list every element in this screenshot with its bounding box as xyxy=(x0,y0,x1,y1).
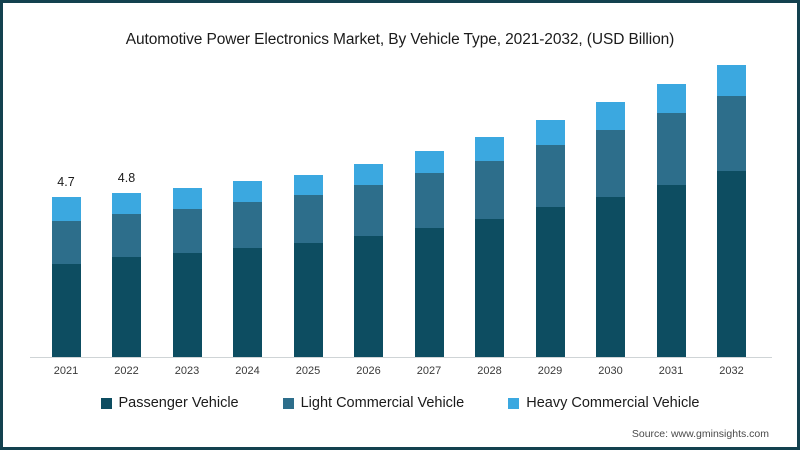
bar-2025 xyxy=(293,174,323,358)
legend-item-light-commercial-vehicle: Light Commercial Vehicle xyxy=(282,395,465,411)
legend-label-heavy-commercial-vehicle: Heavy Commercial Vehicle xyxy=(526,395,700,411)
legend-swatch-heavy-commercial-vehicle xyxy=(508,397,520,409)
bar-2021 xyxy=(51,196,81,358)
bar-2030 xyxy=(596,102,625,358)
bar-segment-2022-light-commercial-vehicle xyxy=(112,213,141,257)
bar-segment-2026-light-commercial-vehicle xyxy=(354,184,383,237)
x-axis-line xyxy=(30,357,772,358)
x-axis-label-2030: 2030 xyxy=(598,365,623,377)
legend-item-heavy-commercial-vehicle: Heavy Commercial Vehicle xyxy=(508,395,699,411)
bar-segment-2022-heavy-commercial-vehicle xyxy=(112,193,141,214)
x-axis-label-2026: 2026 xyxy=(356,365,381,377)
bar-2028 xyxy=(475,136,504,358)
bar-2023 xyxy=(172,188,202,358)
bar-segment-2021-heavy-commercial-vehicle xyxy=(51,196,81,221)
bar-2024 xyxy=(233,181,262,358)
legend-item-passenger-vehicle: Passenger Vehicle xyxy=(100,395,239,411)
bar-segment-2032-heavy-commercial-vehicle xyxy=(717,64,746,96)
x-axis-label-2024: 2024 xyxy=(235,365,260,377)
data-label-2022: 4.8 xyxy=(117,171,136,186)
source-attribution: Source: www.gminsights.com xyxy=(631,428,769,440)
legend-label-light-commercial-vehicle: Light Commercial Vehicle xyxy=(300,395,465,411)
bar-segment-2025-passenger-vehicle xyxy=(293,243,323,358)
bar-segment-2029-passenger-vehicle xyxy=(535,207,565,358)
bar-segment-2030-passenger-vehicle xyxy=(596,196,625,358)
x-axis-label-2029: 2029 xyxy=(537,365,563,377)
x-axis-label-2032: 2032 xyxy=(719,365,744,377)
bar-segment-2031-heavy-commercial-vehicle xyxy=(656,83,686,113)
legend-swatch-light-commercial-vehicle xyxy=(282,397,294,409)
bar-segment-2031-light-commercial-vehicle xyxy=(656,112,686,185)
bar-segment-2025-heavy-commercial-vehicle xyxy=(293,174,323,196)
bar-segment-2030-heavy-commercial-vehicle xyxy=(596,102,625,130)
x-axis-label-2023: 2023 xyxy=(174,365,200,377)
bar-segment-2023-heavy-commercial-vehicle xyxy=(172,188,202,209)
bar-segment-2024-passenger-vehicle xyxy=(233,248,262,358)
bar-segment-2024-light-commercial-vehicle xyxy=(233,201,262,249)
x-axis-label-2025: 2025 xyxy=(295,365,321,377)
chart-legend: Passenger Vehicle Light Commercial Vehic… xyxy=(3,395,797,411)
bar-2032 xyxy=(717,64,746,358)
legend-label-passenger-vehicle: Passenger Vehicle xyxy=(118,395,239,411)
bar-segment-2028-passenger-vehicle xyxy=(475,219,504,358)
bar-segment-2025-light-commercial-vehicle xyxy=(293,195,323,244)
x-axis-label-2027: 2027 xyxy=(416,365,442,377)
bar-segment-2029-heavy-commercial-vehicle xyxy=(535,119,565,146)
bar-2027 xyxy=(414,150,444,358)
bar-segment-2023-passenger-vehicle xyxy=(172,253,202,358)
x-axis-label-2028: 2028 xyxy=(477,365,502,377)
chart-title: Automotive Power Electronics Market, By … xyxy=(125,31,675,48)
bar-segment-2028-light-commercial-vehicle xyxy=(475,160,504,220)
bar-segment-2032-passenger-vehicle xyxy=(717,171,746,358)
plot-area: 4.7 4.8 xyxy=(30,63,770,358)
bar-segment-2031-passenger-vehicle xyxy=(656,184,686,358)
bar-segment-2024-heavy-commercial-vehicle xyxy=(233,181,262,202)
bar-segment-2021-passenger-vehicle xyxy=(51,263,81,358)
bar-segment-2021-light-commercial-vehicle xyxy=(51,220,81,264)
bar-2029 xyxy=(535,119,565,358)
bar-segment-2027-heavy-commercial-vehicle xyxy=(414,150,444,173)
bar-segment-2026-passenger-vehicle xyxy=(354,236,383,358)
bar-2031 xyxy=(656,83,686,358)
bar-2022 xyxy=(112,193,141,358)
bar-segment-2027-light-commercial-vehicle xyxy=(414,172,444,228)
x-axis-label-2022: 2022 xyxy=(114,365,139,377)
bar-segment-2032-light-commercial-vehicle xyxy=(717,95,746,172)
bar-segment-2029-light-commercial-vehicle xyxy=(535,145,565,208)
chart-inner: Automotive Power Electronics Market, By … xyxy=(3,3,797,447)
x-axis-label-2021: 2021 xyxy=(53,365,79,377)
x-axis-label-2031: 2031 xyxy=(658,365,684,377)
bar-segment-2022-passenger-vehicle xyxy=(112,256,141,358)
bar-2026 xyxy=(354,164,383,358)
data-label-2021: 4.7 xyxy=(57,174,75,189)
bar-segment-2028-heavy-commercial-vehicle xyxy=(475,136,504,161)
bar-segment-2023-light-commercial-vehicle xyxy=(172,208,202,254)
bar-segment-2026-heavy-commercial-vehicle xyxy=(354,164,383,185)
legend-swatch-passenger-vehicle xyxy=(100,397,112,409)
bar-segment-2030-light-commercial-vehicle xyxy=(596,129,625,197)
bar-segment-2027-passenger-vehicle xyxy=(414,227,444,358)
